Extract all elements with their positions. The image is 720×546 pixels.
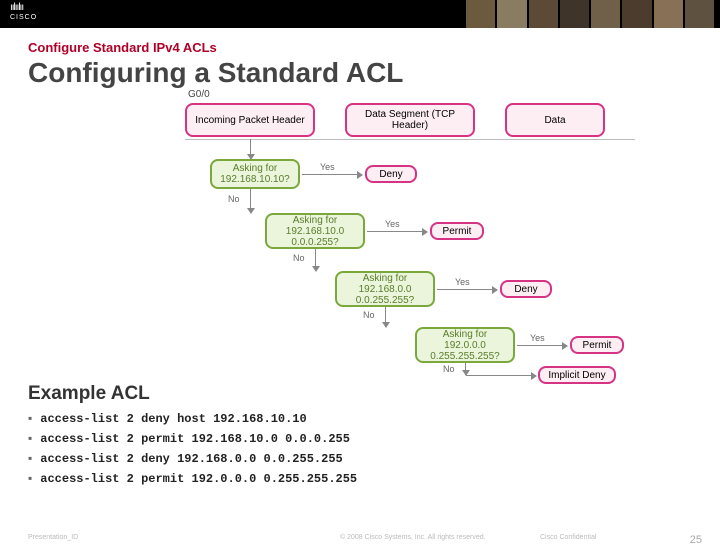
no-3: No <box>363 310 375 320</box>
arrow-yes-2 <box>367 231 427 232</box>
action-implicit-deny: Implicit Deny <box>538 366 616 384</box>
yes-3: Yes <box>455 277 470 287</box>
no-2: No <box>293 253 305 263</box>
interface-label: G0/0 <box>188 89 210 100</box>
yes-4: Yes <box>530 333 545 343</box>
yes-2: Yes <box>385 219 400 229</box>
acl-line-1: access-list 2 deny host 192.168.10.10 <box>28 411 720 426</box>
arrow-down-3 <box>315 249 316 271</box>
arrow-yes-3 <box>437 289 497 290</box>
header-segment: Data Segment (TCP Header) <box>345 103 475 137</box>
acl-list: access-list 2 deny host 192.168.10.10 ac… <box>28 411 720 486</box>
acl-line-2: access-list 2 permit 192.168.10.0 0.0.0.… <box>28 431 720 446</box>
no-4: No <box>443 364 455 374</box>
top-bar: ıılıılıı CISCO <box>0 0 720 28</box>
arrow-yes-4 <box>517 345 567 346</box>
decision-q3: Asking for 192.168.0.0 0.0.255.255? <box>335 271 435 307</box>
yes-1: Yes <box>320 162 335 172</box>
cisco-logo: ıılıılıı CISCO <box>10 3 37 21</box>
people-strip <box>465 0 715 28</box>
header-data: Data <box>505 103 605 137</box>
action-deny-2: Deny <box>500 280 552 298</box>
action-permit-1: Permit <box>430 222 484 240</box>
decision-q1: Asking for 192.168.10.10? <box>210 159 300 189</box>
arrow-implicit <box>466 375 536 376</box>
page-number: 25 <box>690 534 702 546</box>
acl-line-4: access-list 2 permit 192.0.0.0 0.255.255… <box>28 471 720 486</box>
arrow-yes-1 <box>302 174 362 175</box>
kicker: Configure Standard IPv4 ACLs <box>28 40 720 55</box>
header-packet: Incoming Packet Header <box>185 103 315 137</box>
flow-diagram: G0/0 Incoming Packet Header Data Segment… <box>170 93 690 383</box>
logo-text: CISCO <box>10 14 37 21</box>
example-title: Example ACL <box>28 383 720 405</box>
decision-q4: Asking for 192.0.0.0 0.255.255.255? <box>415 327 515 363</box>
decision-q2: Asking for 192.168.10.0 0.0.0.255? <box>265 213 365 249</box>
acl-line-3: access-list 2 deny 192.168.0.0 0.0.255.2… <box>28 451 720 466</box>
packet-header-row: Incoming Packet Header Data Segment (TCP… <box>185 103 625 137</box>
logo-bars: ıılıılıı <box>10 2 23 13</box>
arrow-down-1 <box>250 139 251 159</box>
action-deny-1: Deny <box>365 165 417 183</box>
no-1: No <box>228 194 240 204</box>
arrow-down-2 <box>250 189 251 213</box>
page-title: Configuring a Standard ACL <box>28 57 720 89</box>
arrow-down-5 <box>465 363 466 375</box>
action-permit-2: Permit <box>570 336 624 354</box>
arrow-down-4 <box>385 307 386 327</box>
